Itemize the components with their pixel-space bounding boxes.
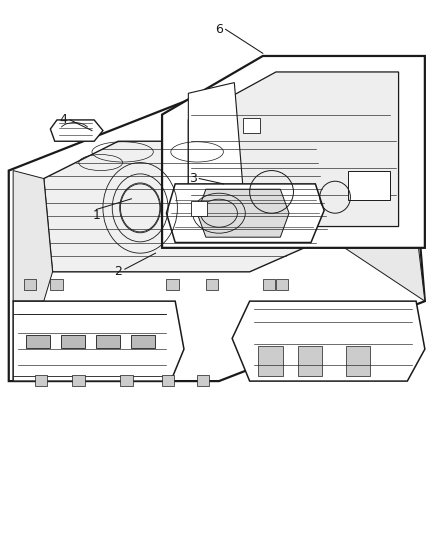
Text: 6: 6 bbox=[215, 23, 223, 36]
Polygon shape bbox=[13, 171, 53, 301]
Bar bbox=[263, 279, 275, 290]
Polygon shape bbox=[346, 346, 370, 376]
Bar bbox=[35, 375, 47, 386]
Bar bbox=[191, 201, 207, 216]
Text: 1: 1 bbox=[92, 209, 100, 222]
Bar bbox=[120, 375, 133, 386]
Polygon shape bbox=[258, 346, 283, 376]
Bar bbox=[348, 171, 390, 200]
Polygon shape bbox=[232, 301, 425, 381]
Bar bbox=[26, 335, 50, 348]
Bar bbox=[166, 279, 179, 290]
Bar bbox=[96, 335, 120, 348]
Text: 2: 2 bbox=[114, 265, 122, 278]
Bar bbox=[162, 375, 174, 386]
Bar bbox=[61, 335, 85, 348]
Polygon shape bbox=[166, 184, 324, 243]
Bar bbox=[24, 279, 36, 290]
Polygon shape bbox=[315, 141, 425, 301]
Polygon shape bbox=[44, 141, 328, 272]
Bar bbox=[131, 335, 155, 348]
Bar bbox=[243, 118, 260, 133]
Text: 3: 3 bbox=[189, 172, 197, 185]
Bar bbox=[72, 375, 85, 386]
Bar bbox=[206, 279, 218, 290]
Polygon shape bbox=[162, 56, 425, 248]
Polygon shape bbox=[298, 346, 322, 376]
Polygon shape bbox=[13, 301, 184, 381]
Polygon shape bbox=[197, 189, 289, 237]
Polygon shape bbox=[9, 88, 425, 381]
Bar bbox=[50, 279, 63, 290]
Text: 4: 4 bbox=[60, 114, 67, 126]
Polygon shape bbox=[188, 72, 399, 227]
Polygon shape bbox=[188, 83, 243, 216]
Bar bbox=[276, 279, 288, 290]
Polygon shape bbox=[50, 120, 103, 141]
Bar bbox=[197, 375, 209, 386]
